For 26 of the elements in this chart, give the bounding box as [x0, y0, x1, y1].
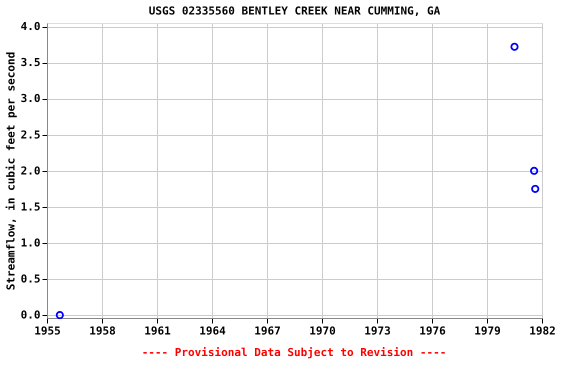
x-tick-label: 1967	[254, 324, 281, 338]
y-axis-title: Streamflow, in cubic feet per second	[4, 52, 18, 290]
x-tick-label: 1973	[364, 324, 391, 338]
point	[510, 42, 519, 51]
x-tick-label: 1982	[529, 324, 556, 338]
x-tick-label: 1958	[89, 324, 116, 338]
chart-title: USGS 02335560 BENTLEY CREEK NEAR CUMMING, GA	[148, 4, 441, 18]
text: ---- Provisional Data Subject to Revision ----	[142, 346, 446, 359]
y-tick-label: 2.0	[20, 164, 40, 178]
y-tick-label: 2.5	[20, 128, 40, 142]
x-tick-label: 1970	[309, 324, 336, 338]
point	[530, 166, 538, 175]
y-tick-label: 1.0	[20, 236, 40, 250]
y-tick-label: 0.0	[20, 308, 40, 322]
x-tick-label: 1976	[419, 324, 446, 338]
y-tick-label: 3.0	[20, 92, 40, 106]
y-tick-label: 0.5	[20, 272, 40, 286]
y-tick-label: 4.0	[20, 20, 40, 34]
point	[531, 184, 540, 193]
x-tick-label: 1955	[34, 324, 61, 338]
y-tick-label: 1.5	[20, 200, 40, 214]
x-tick-label: 1964	[199, 324, 226, 338]
x-tick-label: 1961	[144, 324, 172, 338]
x-tick-label: 1979	[474, 324, 501, 338]
point	[56, 311, 64, 320]
y-tick-label: 3.5	[20, 56, 40, 70]
